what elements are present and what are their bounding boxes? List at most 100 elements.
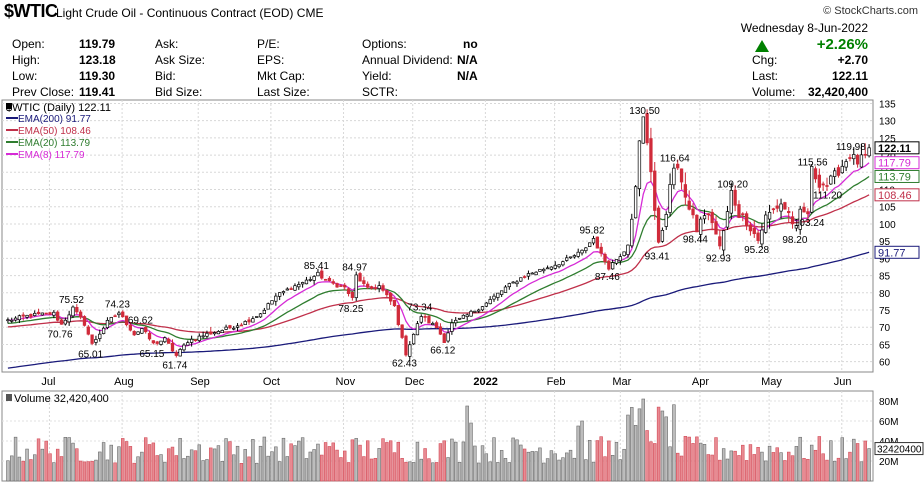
candle-body — [733, 189, 737, 206]
candle-body — [806, 211, 810, 215]
candle-body — [817, 174, 821, 188]
volume-bar — [787, 451, 791, 482]
price-annotation: 115.56 — [798, 157, 828, 168]
brand-label: © StockCharts.com — [823, 5, 918, 17]
volume-bar — [844, 458, 848, 482]
candle-body — [10, 319, 14, 322]
candle-body — [496, 292, 500, 298]
stat-label: Bid Size: — [155, 85, 203, 99]
candle-body — [714, 221, 718, 235]
volume-bar — [584, 459, 588, 482]
candle-body — [63, 319, 67, 325]
vol-tick-label: 20M — [879, 457, 898, 468]
candle-body — [534, 271, 538, 276]
volume-bar — [806, 458, 810, 482]
candle-body — [427, 315, 431, 324]
volume-bar — [29, 459, 33, 482]
volume-bar — [603, 456, 607, 482]
stat-label: SCTR: — [362, 85, 398, 99]
volume-bar — [614, 441, 619, 482]
y-tick-label: 75 — [879, 306, 891, 317]
volume-bar — [545, 458, 550, 482]
volume-bar — [243, 449, 247, 482]
price-annotation: 61.74 — [162, 361, 187, 372]
volume-bar — [702, 444, 707, 482]
candle-body — [320, 270, 324, 279]
candle-body — [461, 314, 466, 319]
volume-bar — [767, 445, 772, 482]
volume-bar — [312, 449, 316, 482]
candle-body — [607, 260, 611, 270]
candle-body — [52, 311, 56, 316]
stat-value: 119.79 — [79, 37, 116, 51]
stat-value: 122.11 — [831, 69, 868, 83]
volume-bar — [281, 437, 286, 482]
volume-bar — [764, 460, 768, 482]
candle-body — [6, 319, 10, 322]
volume-bar — [224, 438, 228, 482]
volume-bar — [656, 406, 661, 482]
candle-body — [404, 335, 408, 356]
volume-bar — [721, 448, 726, 482]
candle-body — [852, 154, 856, 160]
volume-bar — [124, 441, 129, 482]
candle-body — [258, 313, 263, 318]
price-annotation: 87.46 — [595, 272, 620, 283]
candle-body — [859, 154, 864, 168]
candle-body — [132, 331, 136, 336]
candle-body — [549, 266, 554, 270]
volume-bar — [98, 451, 102, 482]
candle-body — [568, 256, 573, 259]
volume-bar — [247, 456, 251, 482]
volume-bar — [258, 445, 263, 482]
candle-body — [362, 280, 366, 284]
candle-body — [300, 282, 305, 285]
volume-bar — [377, 448, 381, 482]
candle-body — [691, 208, 695, 216]
candle-body — [679, 168, 684, 183]
candle-body — [798, 208, 802, 230]
volume-bar — [136, 456, 140, 482]
candle-body — [848, 157, 852, 159]
volume-bar — [522, 448, 527, 482]
candle-body — [163, 337, 167, 343]
candle-body — [316, 271, 320, 277]
volume-bar — [373, 457, 378, 482]
candle-body — [40, 312, 45, 316]
volume-bar — [438, 443, 443, 482]
volume-bar — [40, 448, 45, 482]
candle-body — [232, 327, 236, 330]
volume-bar — [362, 456, 366, 482]
volume-bar — [660, 410, 665, 482]
volume-bar — [431, 462, 435, 482]
volume-bar — [576, 425, 580, 482]
candle-body — [121, 311, 125, 318]
candle-body — [710, 211, 714, 224]
candle-body — [599, 246, 603, 254]
volume-bar — [519, 444, 523, 482]
price-flag-box — [874, 188, 920, 202]
volume-bar — [790, 455, 795, 482]
quote-header: $WTIC Light Crude Oil - Continuous Contr… — [0, 0, 924, 100]
volume-bar — [587, 439, 592, 482]
price-flag: 117.79 — [874, 156, 920, 170]
candle-body — [235, 325, 240, 328]
candle-body — [572, 255, 577, 258]
volume-bar — [683, 436, 688, 482]
candle-body — [17, 315, 22, 321]
candle-body — [25, 314, 29, 318]
candle-body — [519, 277, 523, 282]
price-annotation: 75.52 — [59, 295, 84, 306]
candle-body — [821, 183, 825, 186]
candle-body — [764, 214, 768, 233]
candle-body — [392, 299, 397, 307]
candle-body — [488, 299, 492, 305]
price-flag-label: 122.11 — [878, 143, 911, 155]
volume-bar — [821, 453, 825, 482]
candle-body — [262, 309, 267, 314]
volume-title: Volume 32,420,400 — [14, 393, 109, 405]
x-tick-label: Aug — [114, 376, 134, 388]
candle-body — [645, 113, 649, 144]
volume-bar — [67, 437, 71, 482]
candle-body — [335, 283, 339, 288]
